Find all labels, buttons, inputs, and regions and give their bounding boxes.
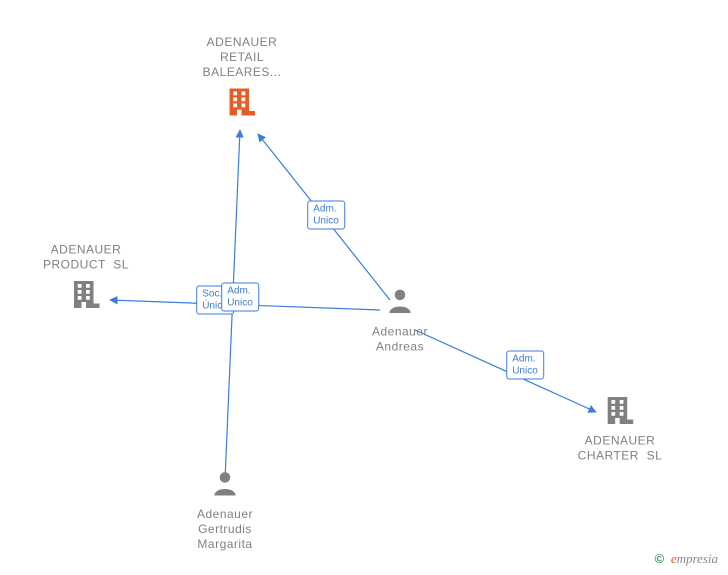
- node-andreas-label: Adenauer Andreas: [372, 325, 428, 355]
- edge-label-andreas-product: Adm. Unico: [221, 283, 259, 312]
- node-product[interactable]: ADENAUER PRODUCT SL: [43, 243, 129, 318]
- node-product-label: ADENAUER PRODUCT SL: [43, 243, 129, 273]
- node-gertrudis-label: Adenauer Gertrudis Margarita: [197, 507, 253, 552]
- node-charter[interactable]: ADENAUER CHARTER SL: [578, 393, 663, 468]
- building-icon: [68, 277, 104, 318]
- building-icon: [224, 84, 260, 125]
- node-charter-label: ADENAUER CHARTER SL: [578, 434, 663, 464]
- node-retail[interactable]: ADENAUER RETAIL BALEARES...: [203, 35, 282, 125]
- node-gertrudis[interactable]: Adenauer Gertrudis Margarita: [197, 468, 253, 552]
- node-retail-label: ADENAUER RETAIL BALEARES...: [203, 35, 282, 80]
- person-icon: [210, 468, 240, 503]
- watermark: © empresia: [655, 551, 718, 567]
- edge-label-andreas-retail: Adm. Unico: [307, 201, 345, 230]
- building-icon: [602, 393, 638, 434]
- edge-label-andreas-charter: Adm. Unico: [506, 351, 544, 380]
- diagram-canvas: Soc. Único Adm. Unico Adm. Unico Adm. Un…: [0, 0, 728, 575]
- person-icon: [385, 286, 415, 321]
- copyright-symbol: ©: [655, 551, 665, 566]
- brand-name: empresia: [671, 551, 718, 566]
- node-andreas[interactable]: Adenauer Andreas: [372, 286, 428, 355]
